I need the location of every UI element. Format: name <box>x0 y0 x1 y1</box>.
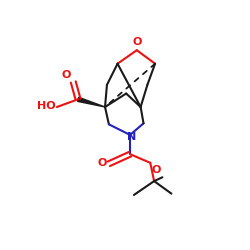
Text: O: O <box>62 70 71 80</box>
Text: HO: HO <box>37 101 55 111</box>
Polygon shape <box>78 97 105 107</box>
Text: O: O <box>152 165 161 175</box>
Text: N: N <box>126 132 136 142</box>
Text: O: O <box>98 158 107 168</box>
Text: O: O <box>132 37 141 47</box>
